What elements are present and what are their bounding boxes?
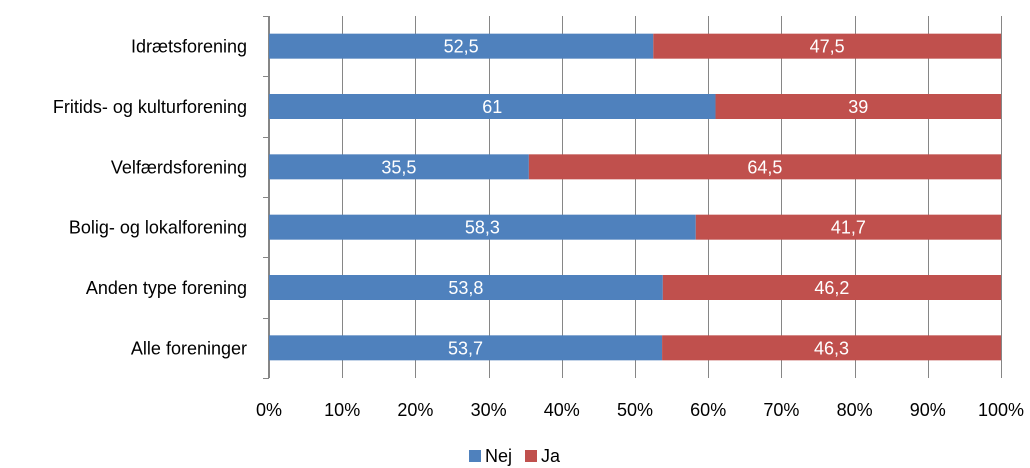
- bar-segment-ja: [695, 214, 1001, 240]
- category-label: Fritids- og kulturforening: [53, 97, 247, 117]
- bar-segment-nej: [269, 94, 716, 119]
- data-label: 64,5: [747, 157, 782, 177]
- category-label: Anden type forening: [86, 278, 247, 298]
- bars: 52,5 47,5 61 39 35,5 64,5 58,3 41,7 53,8 46,2 53,7…: [269, 33, 1001, 361]
- x-tick-label: 60%: [690, 400, 726, 420]
- x-tick-label: 20%: [397, 400, 433, 420]
- data-label: 53,7: [448, 338, 483, 358]
- gridlines: [269, 16, 1002, 378]
- bar-segment-ja: [653, 33, 1001, 59]
- category-label: Velfærdsforening: [111, 157, 247, 177]
- x-tick-label: 70%: [763, 400, 799, 420]
- legend: Nej Ja: [469, 446, 561, 466]
- category-axis: [263, 16, 269, 379]
- x-tick-label: 40%: [544, 400, 580, 420]
- legend-swatch-ja: [525, 450, 537, 462]
- data-label: 47,5: [810, 37, 845, 57]
- bar-segment-nej: [269, 33, 654, 59]
- category-labels: Idrætsforening Fritids- og kulturforening…: [53, 37, 247, 359]
- x-tick-label: 100%: [978, 400, 1024, 420]
- data-label: 61: [482, 97, 502, 117]
- data-label: 46,2: [814, 278, 849, 298]
- x-tick-label: 10%: [324, 400, 360, 420]
- bar-segment-ja: [662, 335, 1001, 361]
- x-tick-label: 0%: [256, 400, 282, 420]
- category-label: Idrætsforening: [131, 37, 247, 57]
- data-label: 35,5: [381, 157, 416, 177]
- data-label: 46,3: [814, 338, 849, 358]
- bar-segment-nej: [269, 335, 663, 361]
- bar-segment-nej: [269, 275, 663, 300]
- bar-segment-nej: [269, 154, 529, 180]
- x-tick-label: 30%: [471, 400, 507, 420]
- data-label: 41,7: [831, 218, 866, 238]
- x-tick-label: 50%: [617, 400, 653, 420]
- data-label: 39: [848, 97, 868, 117]
- data-label: 52,5: [444, 37, 479, 57]
- category-label: Bolig- og lokalforening: [69, 218, 247, 238]
- x-tick-label: 90%: [910, 400, 946, 420]
- category-label: Alle foreninger: [131, 338, 247, 358]
- data-label: 58,3: [465, 218, 500, 238]
- x-tick-label: 80%: [837, 400, 873, 420]
- legend-label-nej: Nej: [485, 446, 512, 466]
- data-label: 53,8: [448, 278, 483, 298]
- legend-swatch-nej: [469, 450, 481, 462]
- bar-segment-ja: [715, 94, 1001, 119]
- bar-segment-ja: [528, 154, 1001, 180]
- legend-label-ja: Ja: [541, 446, 561, 466]
- bar-segment-nej: [269, 214, 696, 240]
- x-tick-labels: 0% 10% 20% 30% 40% 50% 60% 70% 80% 90% 100%: [256, 400, 1024, 420]
- bar-segment-ja: [662, 275, 1001, 300]
